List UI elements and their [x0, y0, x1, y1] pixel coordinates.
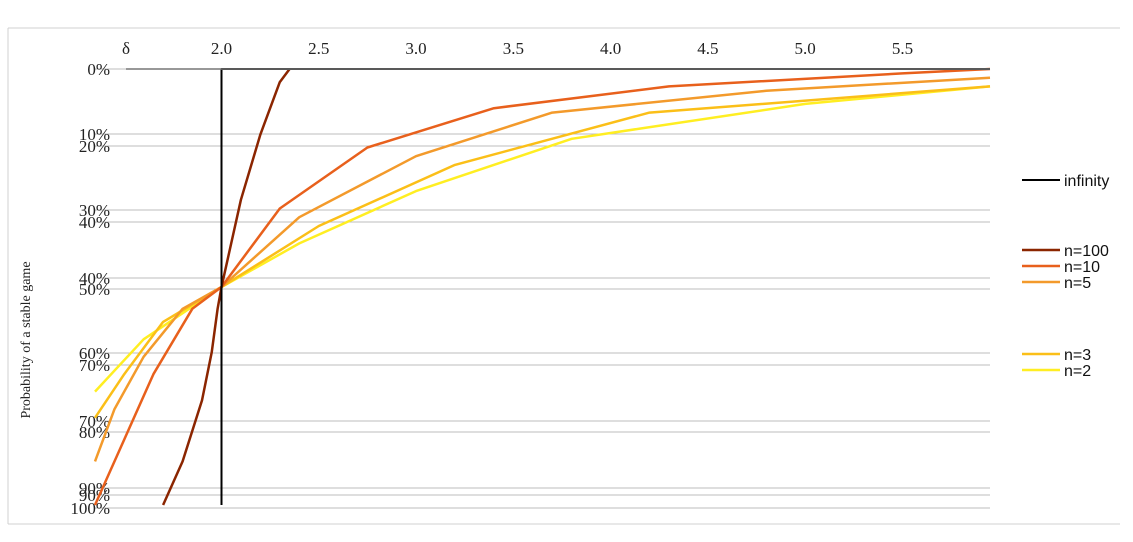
series-line-n-5	[93, 76, 991, 462]
y-tick-label: 90%	[79, 479, 110, 498]
series-line-n-10	[93, 67, 991, 506]
y-tick-label: 0%	[87, 60, 110, 79]
y-axis-label: Probability of a stable game	[19, 261, 34, 418]
x-tick-label: 4.0	[600, 39, 621, 58]
y-tick-label: 60%	[79, 344, 110, 363]
legend-label: n=2	[1064, 363, 1091, 380]
x-tick-label: 5.0	[795, 39, 816, 58]
legend-label: n=100	[1064, 243, 1109, 260]
legend-label: n=5	[1064, 275, 1091, 292]
series-line-n-3	[93, 85, 991, 419]
y-tick-label: 70%	[79, 412, 110, 431]
y-tick-label: 80%	[79, 423, 110, 442]
y-tick-label: 20%	[79, 137, 110, 156]
legend-label: infinity	[1064, 173, 1109, 190]
series-line-n-2	[94, 85, 991, 393]
x-tick-label: 3.5	[503, 39, 524, 58]
grid: 0%10%20%30%40%40%50%60%70%70%80%90%90%10…	[70, 60, 990, 518]
y-tick-label: 70%	[79, 356, 110, 375]
series-layer	[93, 67, 991, 506]
legend-label: n=10	[1064, 259, 1100, 276]
legend-label: n=3	[1064, 347, 1091, 364]
x-tick-label: 3.0	[405, 39, 426, 58]
y-tick-label: 40%	[79, 269, 110, 288]
axes: 2.0 2.5 3.0 3.5 4.0 4.5 5.0 5.5	[126, 39, 990, 70]
y-tick-label: 100%	[70, 499, 110, 518]
x-axis-label: δ	[122, 39, 130, 58]
y-tick-label: 40%	[79, 213, 110, 232]
x-tick-label: 5.5	[892, 39, 913, 58]
y-tick-label: 50%	[79, 280, 110, 299]
y-tick-label: 10%	[79, 125, 110, 144]
x-tick-label: 4.5	[697, 39, 718, 58]
y-tick-label: 30%	[79, 201, 110, 220]
x-tick-label: 2.5	[308, 39, 329, 58]
x-tick-label: 2.0	[211, 39, 232, 58]
